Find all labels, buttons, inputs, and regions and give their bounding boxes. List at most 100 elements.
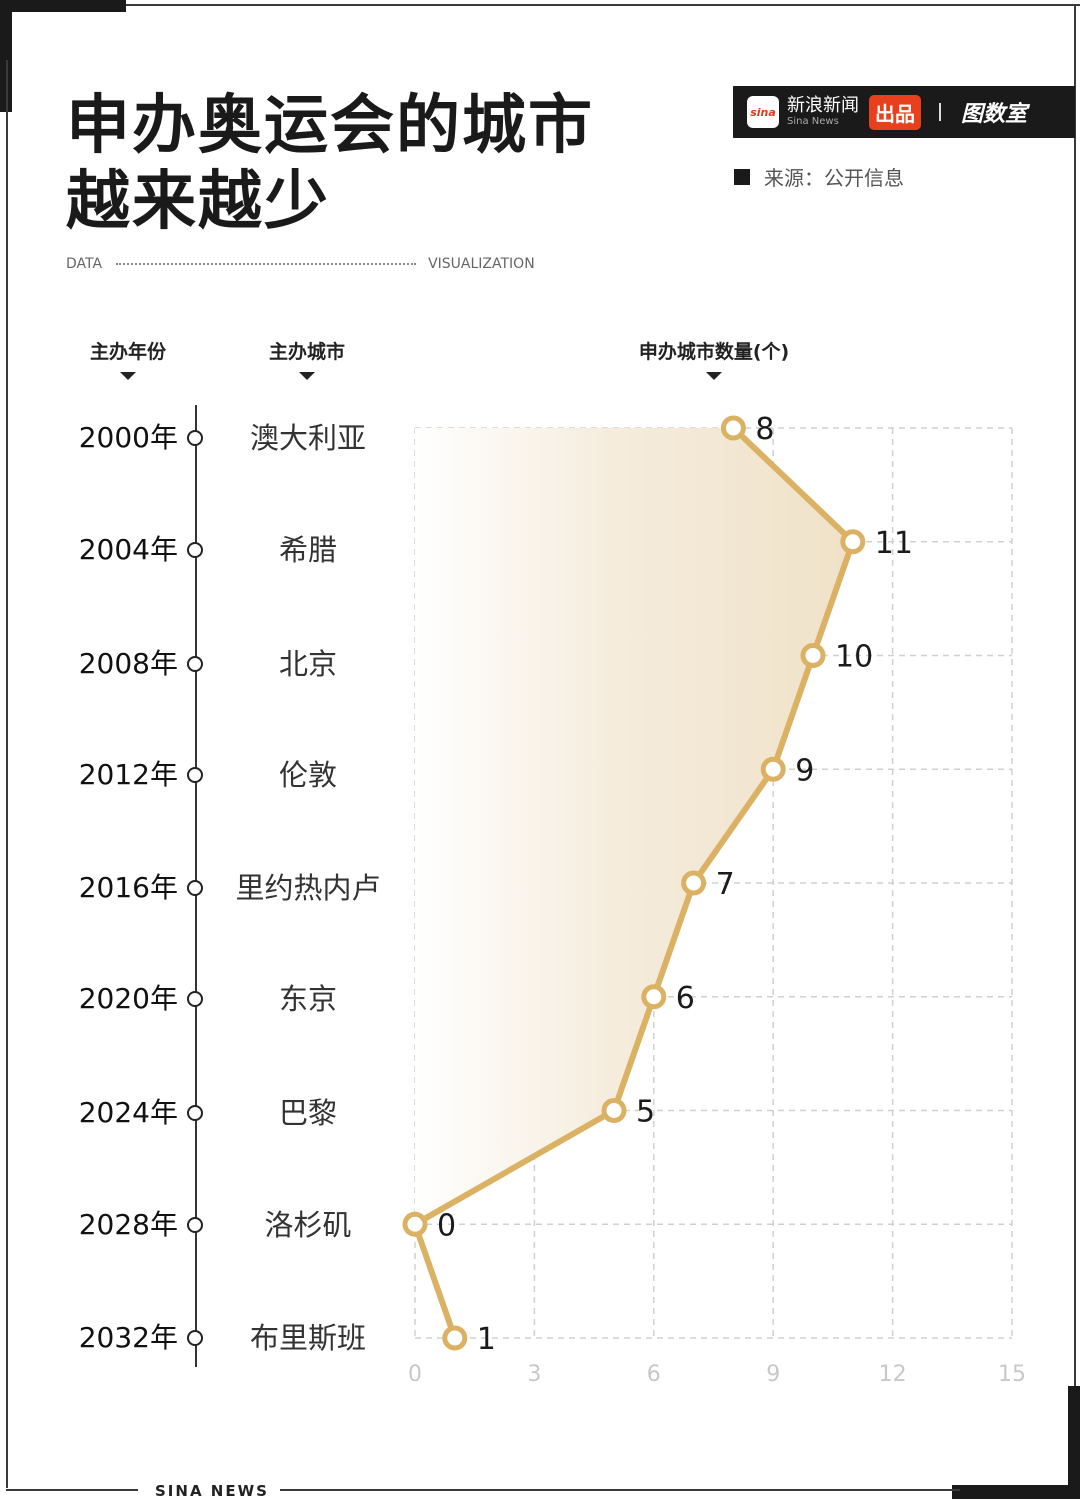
frame-top-border [0,4,1080,6]
subtitle-left: DATA [66,256,103,272]
subtitle-right: VISUALIZATION [428,256,535,272]
frame-left-border [6,60,8,1488]
production-badge: 出品 [869,94,921,130]
partner-logo: 图数室 [961,102,1028,127]
data-point [760,756,786,782]
data-point [681,870,707,896]
table-row: 2000年 澳大利亚 [0,418,400,458]
table-row: 2028年 洛杉矶 [0,1205,400,1245]
timeline-dot [187,1105,203,1121]
source-text: 来源：公开信息 [764,166,904,190]
city-label: 伦敦 [278,758,337,792]
city-label: 洛杉矶 [264,1208,352,1242]
value-label: 5 [636,1095,655,1130]
timeline-dot [187,880,203,896]
dotted-divider [116,263,417,265]
year-label: 2020年 [78,982,178,1015]
x-tick-label: 0 [408,1362,422,1387]
timeline-dot [187,542,203,558]
value-label: 0 [437,1208,456,1243]
data-point [402,1211,428,1237]
brand-name: 新浪新闻 Sina News [787,97,859,127]
data-point [442,1325,468,1351]
frame-bottom-border [6,1489,138,1491]
page-title: 申办奥运会的城市 越来越少 [60,88,594,240]
year-label: 2004年 [78,533,178,566]
brand-name-en: Sina News [787,116,839,127]
value-label: 10 [835,640,873,675]
table-row: 2032年 布里斯班 [0,1318,400,1358]
x-tick-label: 9 [766,1362,780,1387]
triangle-down-icon [706,372,722,380]
year-label: 2008年 [78,647,178,680]
value-label: 9 [795,753,814,788]
table-row: 2024年 巴黎 [0,1093,400,1133]
timeline-dot [187,656,203,672]
city-label: 东京 [278,982,337,1016]
brand-name-cn: 新浪新闻 [787,95,859,116]
subtitle-row: DATA VISUALIZATION [66,256,535,272]
title-line-2-wrap: 越来越少 [60,164,330,240]
data-point [720,415,746,441]
x-axis-ticks: 0 3 6 9 12 15 [408,1362,1026,1387]
year-label: 2016年 [78,871,178,904]
column-header-label: 主办城市 [268,341,345,363]
x-tick-label: 3 [527,1362,541,1387]
column-header-label: 主办年份 [89,341,166,363]
brand-separator [939,103,941,121]
corner-decoration [0,0,12,112]
chart-area-fill [415,428,853,1225]
title-line-1: 申办奥运会的城市 [66,89,594,163]
x-tick-label: 6 [647,1362,661,1387]
timeline-dot [187,430,203,446]
frame-right-border [1074,6,1076,1436]
title-line-2: 越来越少 [66,165,330,239]
year-label: 2000年 [78,421,178,454]
square-bullet-icon [734,168,750,185]
year-label: 2032年 [78,1321,178,1354]
corner-decoration [952,1485,1080,1499]
frame-bottom-border [280,1489,960,1491]
footer-brand: SINA NEWS [155,1482,269,1500]
triangle-down-icon [299,372,315,380]
table-row: 2020年 东京 [0,979,400,1019]
corner-decoration [0,0,126,12]
column-header-label: 申办城市数量(个) [638,341,790,363]
data-point [840,529,866,555]
table-row: 2008年 北京 [0,644,400,684]
data-point [601,1098,627,1123]
data-point [641,984,667,1010]
x-tick-label: 12 [879,1362,907,1387]
year-label: 2028年 [78,1208,178,1241]
column-header-count: 申办城市数量(个) [614,337,814,380]
city-label: 希腊 [278,533,337,567]
timeline-dot [187,1217,203,1233]
value-label: 1 [477,1322,496,1357]
city-label: 布里斯班 [249,1321,366,1355]
city-label: 澳大利亚 [249,421,366,455]
value-label: 6 [676,981,695,1016]
year-label: 2012年 [78,758,178,791]
timeline-dot [187,991,203,1007]
table-row: 2016年 里约热内卢 [0,868,400,908]
data-point [800,643,826,668]
value-label: 11 [875,526,913,561]
value-label: 8 [755,412,774,447]
timeline-dot [187,767,203,783]
value-label: 7 [716,867,735,902]
city-label: 巴黎 [278,1096,337,1130]
table-row: 2004年 希腊 [0,530,400,570]
year-label: 2024年 [78,1096,178,1129]
city-label: 里约热内卢 [235,871,381,905]
column-header-city: 主办城市 [247,337,367,380]
city-label: 北京 [278,647,337,681]
brand-bar: sina 新浪新闻 Sina News 出品 图数室 [733,86,1075,138]
triangle-down-icon [120,372,136,380]
timeline-dot [187,1330,203,1346]
value-labels: 8 11 10 9 7 6 5 0 1 [437,412,913,1357]
corner-decoration [1068,1386,1080,1499]
x-tick-label: 15 [998,1362,1026,1387]
table-row: 2012年 伦敦 [0,755,400,795]
column-header-year: 主办年份 [68,337,188,380]
